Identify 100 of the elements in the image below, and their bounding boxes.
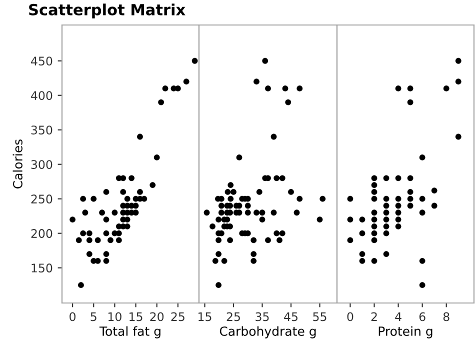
point: [103, 230, 110, 236]
point: [383, 216, 390, 222]
point: [395, 223, 402, 230]
point: [124, 196, 130, 202]
point: [158, 99, 164, 106]
x-axis-title: Protein g: [378, 326, 432, 338]
point: [395, 216, 402, 222]
x-tick-label: 8: [443, 312, 450, 322]
x-tick-label: 55: [313, 312, 326, 322]
point: [371, 237, 378, 244]
point: [76, 237, 82, 244]
point: [359, 251, 366, 257]
point: [120, 188, 126, 195]
point: [383, 223, 390, 230]
point: [443, 86, 450, 92]
point: [395, 196, 402, 202]
y-axis-title: Calories: [12, 139, 22, 188]
point: [90, 196, 97, 202]
x-tick-label: 15: [130, 312, 142, 322]
point: [371, 210, 378, 216]
x-tick-label: 4: [395, 312, 402, 321]
y-tick-label: 400: [31, 91, 52, 100]
point: [154, 154, 160, 160]
point: [371, 216, 378, 222]
point: [407, 86, 414, 92]
point: [407, 175, 414, 182]
x-tick-label: 10: [108, 312, 122, 322]
x-tick-label: 0: [347, 312, 354, 322]
point: [162, 86, 168, 92]
point: [371, 230, 378, 236]
point: [383, 210, 390, 216]
x-tick-label: 25: [171, 312, 184, 322]
chart-title: Scatterplot Matrix: [29, 4, 186, 18]
point: [78, 282, 84, 288]
x-tick-label: 15: [198, 312, 212, 322]
point: [86, 230, 92, 236]
point: [103, 188, 110, 195]
point: [455, 134, 462, 140]
point: [431, 188, 438, 194]
point: [371, 175, 378, 182]
point: [128, 175, 134, 182]
point: [383, 251, 390, 257]
point: [371, 196, 378, 202]
point: [183, 78, 190, 85]
point: [108, 237, 114, 244]
point: [70, 216, 76, 222]
point: [82, 210, 88, 216]
point: [192, 58, 198, 64]
point: [99, 210, 105, 216]
point: [419, 154, 426, 160]
point: [371, 223, 378, 230]
y-tick-label: 300: [31, 160, 52, 169]
point: [383, 175, 390, 182]
point: [80, 196, 86, 202]
x-tick-label: 2: [371, 312, 377, 321]
point: [116, 237, 122, 244]
y-tick-label: 250: [31, 194, 52, 204]
point: [407, 188, 414, 195]
y-tick-label: 200: [31, 229, 52, 238]
point: [407, 196, 414, 202]
point: [94, 237, 101, 244]
x-axis-title: Total fat g: [99, 326, 160, 338]
point: [383, 202, 390, 209]
point: [395, 175, 402, 182]
x-tick-label: 45: [284, 312, 298, 322]
point: [359, 258, 366, 264]
point: [347, 237, 354, 244]
point: [407, 202, 414, 209]
point: [395, 86, 402, 92]
x-tick-label: 25: [226, 312, 240, 322]
point: [419, 196, 426, 202]
point: [80, 230, 86, 236]
point: [150, 182, 156, 188]
point: [86, 237, 92, 244]
point: [359, 216, 366, 222]
point: [103, 251, 110, 257]
point: [347, 216, 354, 222]
y-tick-label: 350: [31, 126, 52, 135]
point: [383, 196, 390, 202]
y-tick-label: 450: [31, 56, 52, 66]
x-axis-title: Carbohydrate g: [220, 326, 316, 338]
x-tick-label: 35: [256, 312, 269, 322]
x-tick-label: 20: [150, 312, 164, 322]
point: [137, 134, 143, 140]
point: [455, 58, 462, 64]
point: [419, 282, 426, 288]
point: [431, 202, 438, 209]
point: [86, 251, 92, 257]
point: [455, 78, 462, 85]
point: [395, 202, 402, 209]
point: [371, 258, 378, 264]
x-tick-label: 5: [90, 312, 96, 322]
point: [407, 99, 414, 106]
x-tick-label: 6: [419, 312, 426, 322]
point: [395, 210, 402, 216]
point: [383, 230, 390, 236]
point: [359, 230, 366, 236]
point: [419, 258, 426, 264]
point: [103, 216, 110, 222]
point: [419, 210, 426, 216]
